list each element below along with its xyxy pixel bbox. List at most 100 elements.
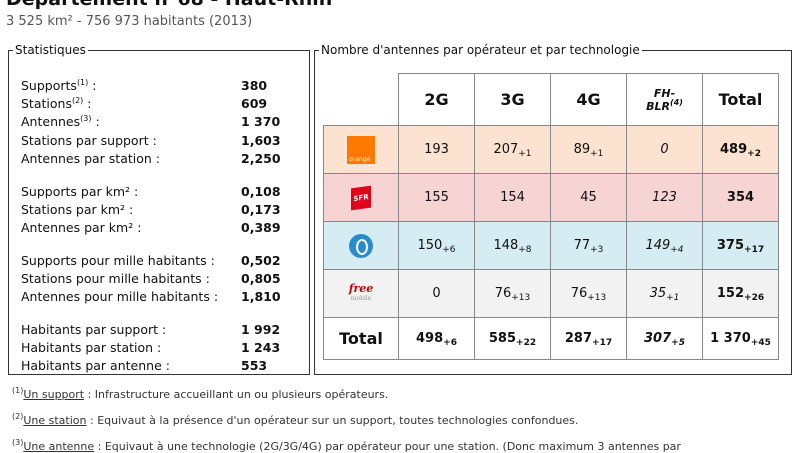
free-logo-subtext: mobile [350,294,372,302]
bouygues-logo [349,233,373,258]
cell-sfr-total: 354 [702,173,779,222]
cell-sfr-2g: 155 [398,173,475,222]
cell-free-2g: 0 [398,269,475,318]
footnote: (1)Un support : Infrastructure accueilla… [12,386,389,402]
free-logo: free mobile [348,281,374,304]
cell-sfr-fh: 123 [626,173,703,222]
statistics-legend: Statistiques [15,43,86,57]
header-3g: 3G [474,73,551,126]
logo-cell-orange: orange [323,125,399,174]
stat-label: Antennes pour mille habitants : [21,289,219,304]
statistics-panel: Statistiques Supports(1) : 380 Stations(2)… [8,43,310,375]
cell-total-3g: 585+22 [474,317,551,360]
header-2g: 2G [398,73,475,126]
operators-legend: Nombre d'antennes par opérateur et par t… [321,43,640,57]
cell-orange-4g: 89+1 [550,125,627,174]
cell-bouygues-fh: 149+4 [626,221,703,270]
stat-value: 0,173 [241,202,281,217]
row-orange: orange 193 207+1 89+1 0 489+2 [323,125,779,174]
stat-row: Antennes par km² : 0,389 [21,219,301,237]
header-fh-note: (4) [669,97,683,107]
logo-cell-bouygues [323,221,399,270]
header-fh-blr: FH- BLR(4) [626,73,703,126]
cell-bouygues-2g: 150+6 [398,221,475,270]
cell-orange-3g: 207+1 [474,125,551,174]
cell-orange-fh: 0 [626,125,703,174]
cell-total-fh: 307+5 [626,317,703,360]
operators-table: 2G 3G 4G FH- BLR(4) Total orange 193 207+… [323,73,779,360]
stat-value: 1 370 [241,114,281,129]
header-fh-line2: BLR [646,99,670,113]
footnote: (3)Une antenne : Equivaut à une technolo… [12,438,681,453]
stat-label: Habitants par support : [21,322,167,337]
free-logo-text: free [348,281,374,295]
stat-row: Stations par km² : 0,173 [21,201,301,219]
stat-value: 1,810 [241,289,281,304]
logo-cell-free: free mobile [323,269,399,318]
cell-free-3g: 76+13 [474,269,551,318]
stat-row: Habitants par antenne : 553 [21,357,301,375]
stat-label: Stations par support : [21,133,157,148]
total-label: Total [323,317,399,360]
row-free: free mobile 0 76+13 76+13 35+1 152+26 [323,269,779,318]
stat-label: Supports(1) : [21,78,97,93]
cell-bouygues-3g: 148+8 [474,221,551,270]
stat-value: 2,250 [241,151,281,166]
stat-value: 553 [241,358,268,373]
cell-bouygues-4g: 77+3 [550,221,627,270]
stat-value: 0,502 [241,253,281,268]
stat-row: Stations(2) : 609 [21,95,301,113]
operators-panel: Nombre d'antennes par opérateur et par t… [314,43,792,375]
row-bouygues: 150+6 148+8 77+3 149+4 375+17 [323,221,779,270]
stat-label: Habitants par antenne : [21,358,170,373]
stat-value: 0,805 [241,271,281,286]
row-total: Total 498+6 585+22 287+17 307+5 1 370+45 [323,317,779,360]
stat-label: Antennes par station : [21,151,160,166]
cell-sfr-3g: 154 [474,173,551,222]
stat-value: 380 [241,78,268,93]
cell-total-total: 1 370+45 [702,317,779,360]
stat-label: Stations pour mille habitants : [21,271,210,286]
stat-label: Habitants par station : [21,340,162,355]
stat-label: Stations(2) : [21,96,92,111]
logo-cell-sfr: SFR [323,173,399,222]
header-total: Total [702,73,779,126]
table-header-row: 2G 3G 4G FH- BLR(4) Total [323,73,779,126]
orange-logo-text: orange [349,155,371,163]
cell-free-fh: 35+1 [626,269,703,318]
stat-row: Antennes(3) : 1 370 [21,113,301,131]
cell-orange-total: 489+2 [702,125,779,174]
stat-row: Supports par km² : 0,108 [21,183,301,201]
stat-value: 1,603 [241,133,281,148]
stat-row: Supports(1) : 380 [21,77,301,95]
cell-free-total: 152+26 [702,269,779,318]
table-corner [323,73,399,126]
sfr-logo: SFR [351,185,371,210]
stat-label: Antennes(3) : [21,114,100,129]
footnote: (2)Une station : Equivaut à la présence … [12,412,579,428]
stat-value: 1 243 [241,340,281,355]
stat-row: Habitants par station : 1 243 [21,339,301,357]
cell-total-2g: 498+6 [398,317,475,360]
cell-sfr-4g: 45 [550,173,627,222]
stat-row: Stations pour mille habitants : 0,805 [21,270,301,288]
stat-row: Stations par support : 1,603 [21,132,301,150]
stat-value: 1 992 [241,322,281,337]
stat-row: Habitants par support : 1 992 [21,321,301,339]
stat-row: Antennes par station : 2,250 [21,150,301,168]
stat-label: Antennes par km² : [21,220,142,235]
header-4g: 4G [550,73,627,126]
stat-label: Supports pour mille habitants : [21,253,215,268]
stat-value: 609 [241,96,268,111]
header-fh-line1: FH- [653,86,676,100]
stat-label: Supports par km² : [21,184,139,199]
page-title: Département n°68 - Haut-Rhin [6,0,332,10]
orange-logo: orange [347,135,375,164]
cell-bouygues-total: 375+17 [702,221,779,270]
cell-orange-2g: 193 [398,125,475,174]
stat-value: 0,108 [241,184,281,199]
cell-total-4g: 287+17 [550,317,627,360]
stat-row: Antennes pour mille habitants : 1,810 [21,288,301,306]
row-sfr: SFR 155 154 45 123 354 [323,173,779,222]
stat-label: Stations par km² : [21,202,134,217]
